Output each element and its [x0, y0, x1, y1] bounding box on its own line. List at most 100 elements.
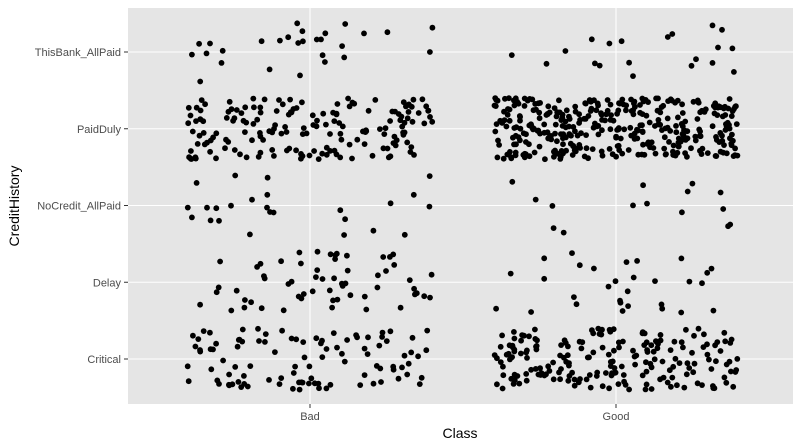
data-point: [668, 383, 674, 390]
data-point: [323, 385, 330, 392]
data-point: [346, 103, 353, 110]
data-point: [599, 326, 605, 333]
data-point: [730, 137, 736, 144]
data-point: [695, 325, 702, 332]
data-point: [377, 365, 384, 372]
data-point: [207, 40, 213, 47]
data-point: [411, 285, 417, 292]
data-point: [248, 299, 255, 306]
data-point: [323, 144, 330, 151]
data-point: [390, 363, 397, 370]
data-point: [615, 339, 622, 346]
data-point: [415, 353, 421, 360]
data-point: [314, 117, 320, 124]
data-point: [354, 334, 360, 341]
data-point: [623, 102, 630, 109]
data-point: [231, 147, 238, 153]
data-point: [675, 114, 681, 121]
data-point: [494, 154, 501, 161]
data-point: [631, 353, 638, 360]
data-point: [210, 134, 217, 141]
data-point: [591, 97, 597, 104]
data-point: [369, 152, 376, 159]
data-point: [598, 148, 605, 155]
data-point: [655, 117, 662, 123]
data-point: [334, 101, 341, 107]
data-point: [709, 123, 716, 130]
data-point: [725, 223, 731, 230]
data-point: [298, 295, 305, 302]
data-point: [390, 140, 397, 147]
data-point: [507, 270, 514, 277]
data-point: [344, 267, 351, 274]
data-point: [323, 151, 330, 158]
data-point: [341, 358, 348, 365]
data-point: [411, 152, 417, 158]
data-point: [226, 371, 233, 378]
data-point: [505, 350, 512, 357]
data-point: [582, 100, 589, 107]
data-point: [728, 368, 734, 375]
data-point: [197, 301, 204, 308]
data-point: [692, 133, 699, 140]
data-point: [309, 288, 316, 295]
data-point: [330, 330, 337, 336]
data-point: [708, 366, 715, 372]
data-point: [361, 372, 368, 378]
data-point: [550, 225, 557, 232]
data-point: [293, 336, 300, 343]
data-point: [257, 149, 264, 156]
data-point: [704, 351, 711, 358]
data-point: [382, 125, 389, 132]
data-point: [204, 204, 210, 211]
data-point: [631, 136, 638, 142]
data-point: [673, 129, 680, 136]
data-point: [397, 304, 404, 311]
data-point: [379, 334, 385, 340]
data-point: [497, 343, 504, 350]
data-point: [679, 110, 686, 116]
data-point: [491, 102, 498, 109]
data-point: [728, 336, 735, 343]
data-point: [694, 116, 701, 122]
data-point: [628, 108, 635, 114]
y-tick-label: Critical: [87, 354, 121, 366]
data-point: [643, 381, 650, 388]
data-point: [185, 378, 192, 385]
data-point: [314, 248, 321, 255]
data-point: [709, 22, 716, 29]
data-point: [657, 121, 664, 128]
data-point: [723, 379, 730, 386]
data-point: [399, 364, 405, 371]
data-point: [667, 347, 674, 353]
data-point: [557, 376, 563, 383]
data-point: [695, 99, 702, 106]
data-point: [189, 214, 195, 221]
data-point: [605, 351, 612, 358]
data-point: [569, 250, 575, 256]
data-point: [665, 98, 671, 104]
data-point: [272, 122, 278, 128]
data-point: [654, 107, 661, 114]
data-point: [276, 381, 283, 387]
data-point: [581, 153, 588, 160]
data-point: [313, 36, 320, 43]
y-axis-title: CreditHistory: [6, 166, 22, 247]
data-point: [617, 135, 624, 142]
data-point: [273, 108, 280, 114]
data-point: [591, 265, 597, 272]
data-point: [285, 34, 292, 41]
data-point: [491, 352, 498, 358]
data-point: [627, 124, 634, 131]
data-point: [623, 259, 630, 265]
data-point: [226, 381, 232, 388]
data-point: [520, 130, 527, 137]
data-point: [697, 109, 704, 116]
data-point: [361, 141, 368, 148]
data-point: [408, 144, 415, 151]
data-point: [271, 153, 277, 159]
data-point: [532, 196, 539, 203]
data-point: [548, 133, 554, 139]
data-point: [654, 345, 661, 352]
data-point: [704, 150, 711, 157]
